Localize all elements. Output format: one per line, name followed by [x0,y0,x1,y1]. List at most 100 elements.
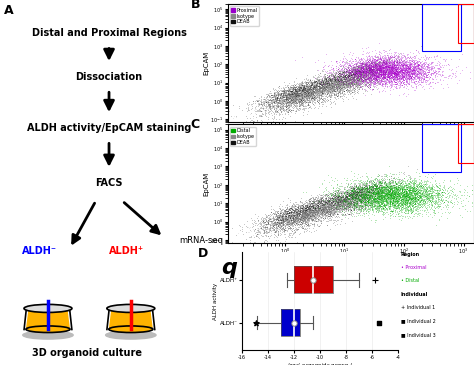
Point [389,70,396,76]
Point [374,74,381,80]
Point [384,74,392,80]
Point [338,76,346,82]
Point [273,209,281,215]
Point [344,200,352,206]
Point [276,216,284,222]
Point [398,185,406,191]
Point [378,61,385,66]
Point [396,59,403,65]
Point [277,214,285,219]
Point [402,196,410,201]
Point [310,90,317,96]
Point [375,180,383,186]
Point [379,178,386,184]
Point [332,198,339,204]
Point [346,87,353,93]
Point [318,207,325,213]
Point [330,87,337,92]
Point [321,75,328,81]
Point [401,196,408,202]
Point [285,215,293,221]
Point [369,70,376,76]
Point [281,100,289,105]
Point [402,193,410,199]
Point [282,208,290,214]
Point [364,200,371,205]
Point [325,92,332,98]
Point [327,214,334,220]
Point [314,204,322,210]
Point [327,80,334,85]
Point [341,77,348,83]
Point [376,184,383,190]
Point [293,208,301,214]
Point [390,178,397,184]
Point [356,72,364,78]
Point [374,205,381,211]
Point [312,195,319,200]
Point [303,89,311,95]
Point [381,75,388,81]
Point [371,76,379,82]
Point [404,200,411,206]
Point [394,72,401,77]
Point [377,192,385,198]
Point [370,193,377,199]
Point [409,195,416,201]
Point [376,71,384,77]
Point [402,66,410,72]
Point [358,64,365,69]
Point [354,205,362,211]
Point [381,203,388,209]
Point [387,180,394,185]
Point [310,210,318,216]
Point [389,190,396,196]
Point [257,226,265,232]
Point [321,78,329,84]
Bar [294,266,333,293]
Point [288,211,296,217]
Point [287,212,294,218]
Point [368,72,375,78]
Point [272,216,279,222]
Point [293,219,301,225]
Point [320,200,328,205]
Point [400,191,407,196]
Point [281,218,288,223]
Point [370,65,377,71]
Point [414,72,422,77]
Point [288,212,295,218]
Point [377,64,384,69]
Point [301,209,309,215]
Point [389,200,396,206]
Point [417,71,425,77]
Point [401,67,409,73]
Point [352,193,359,199]
Point [320,95,328,101]
Point [404,181,411,187]
Point [348,198,356,204]
Point [337,81,344,87]
Point [356,197,364,203]
Point [391,195,399,200]
Point [354,200,361,206]
Point [330,92,337,98]
Point [369,67,377,73]
Point [379,189,386,195]
Point [418,195,426,201]
Point [420,70,428,76]
Point [353,65,361,71]
Point [306,93,313,99]
Point [310,216,317,222]
Point [368,69,375,75]
Point [349,204,356,210]
Point [351,77,359,82]
Point [390,193,397,199]
Point [407,201,414,207]
Point [302,206,310,212]
Point [328,201,336,207]
Point [298,220,306,226]
Point [367,70,375,76]
Point [366,80,374,86]
Point [306,209,314,215]
